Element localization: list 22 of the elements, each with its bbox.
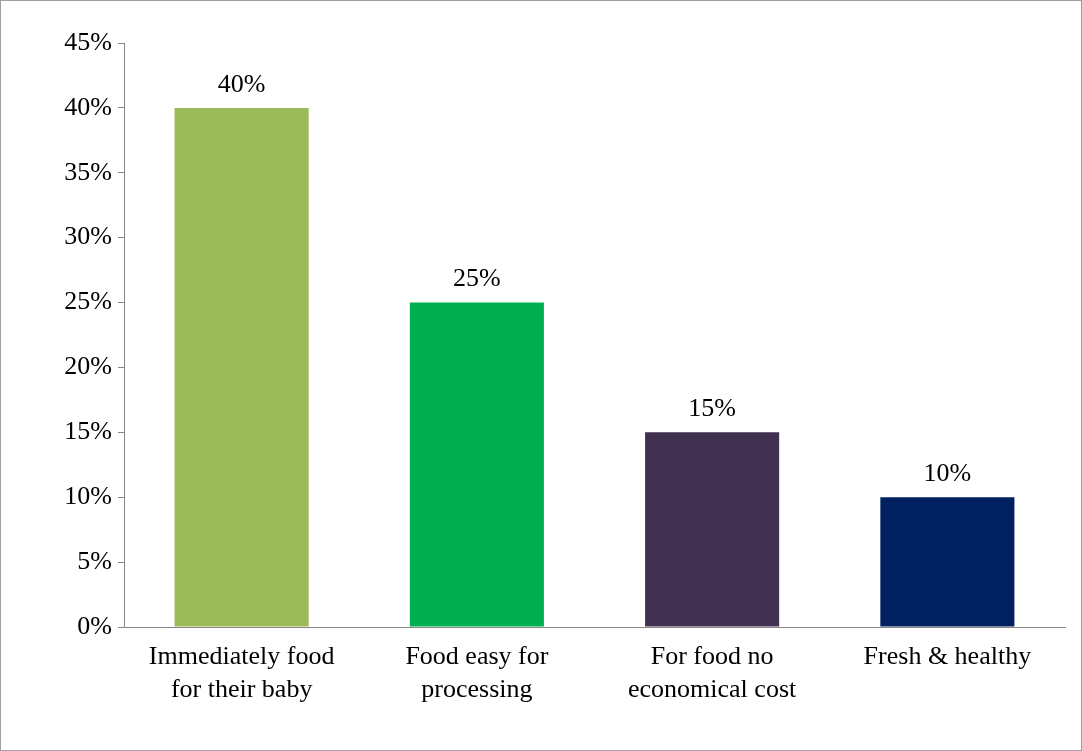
- data-label: 25%: [453, 263, 501, 293]
- data-label: 15%: [688, 393, 736, 423]
- bar: [880, 497, 1015, 627]
- y-tick-label: 40%: [64, 91, 112, 121]
- x-tick-label: Immediately food for their baby: [148, 641, 335, 703]
- y-tick-label: 30%: [64, 221, 112, 251]
- data-label: 10%: [923, 458, 972, 488]
- y-tick-label: 25%: [64, 286, 112, 316]
- y-tick-label: 35%: [64, 156, 112, 186]
- y-tick-label: 5%: [77, 545, 112, 575]
- y-tick-label: 45%: [64, 26, 112, 56]
- x-tick-label: Fresh & healthy: [863, 641, 1032, 671]
- bar: [174, 107, 309, 627]
- bar: [645, 432, 780, 627]
- bar: [409, 302, 544, 627]
- x-tick-label: Food easy for processing: [405, 641, 549, 703]
- y-tick-label: 10%: [64, 481, 112, 511]
- y-tick-label: 0%: [77, 610, 112, 640]
- y-tick-label: 20%: [64, 351, 112, 381]
- x-tick-label: For food no economical cost: [628, 641, 797, 703]
- y-tick-label: 15%: [64, 416, 112, 446]
- data-label: 40%: [217, 68, 266, 98]
